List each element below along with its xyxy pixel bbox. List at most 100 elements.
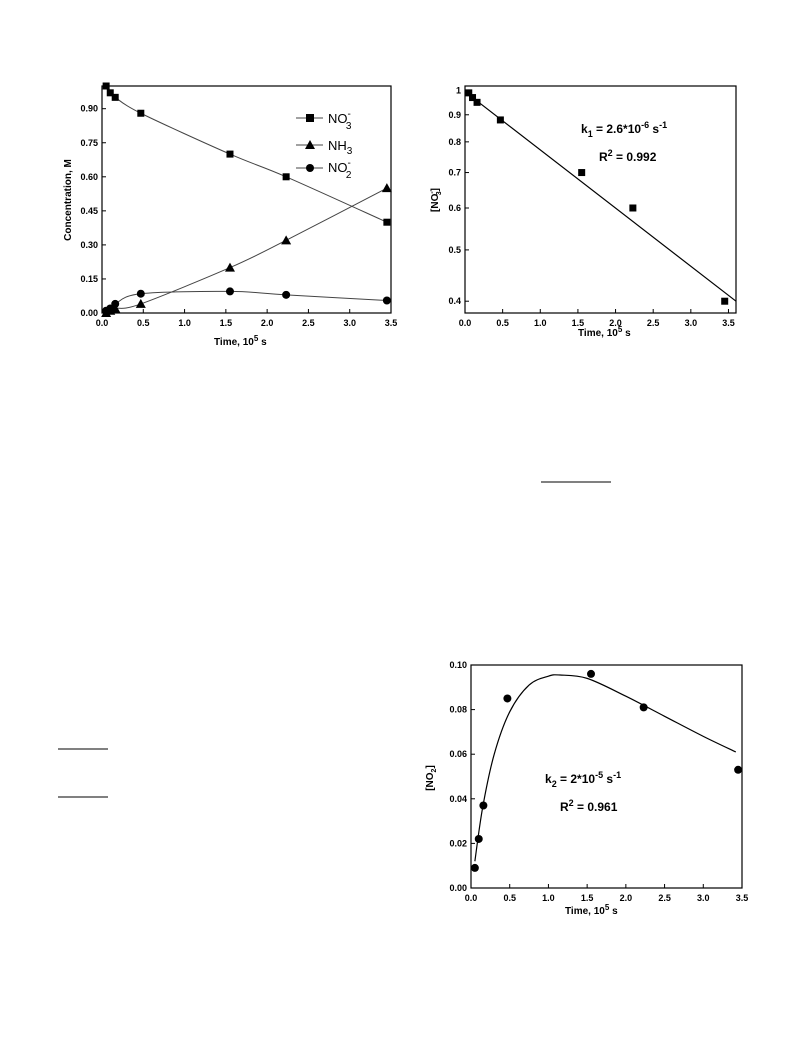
y-tick-label: 0.00 — [80, 308, 98, 318]
x-tick-label: 2.5 — [658, 893, 671, 903]
y-tick-label: 0.02 — [449, 838, 467, 848]
x-tick-label: 1.5 — [220, 318, 233, 328]
y-tick-label: 0.30 — [80, 240, 98, 250]
chart1-legend: NO-3 NH3 NO-2 — [296, 109, 353, 181]
legend-triangle-marker — [305, 140, 315, 149]
y-tick-label: 0.5 — [448, 245, 461, 255]
y-tick-label: 0.9 — [448, 110, 461, 120]
y-tick-label: 0.15 — [80, 274, 98, 284]
y-tick-label: 0.4 — [448, 296, 461, 306]
y-tick-label: 0.08 — [449, 705, 467, 715]
y-tick-label: 0.60 — [80, 172, 98, 182]
legend-item-no2: NO-2 — [296, 158, 352, 181]
x-tick-label: 3.5 — [385, 318, 398, 328]
data-point-square — [469, 94, 477, 102]
x-tick-label: 3.0 — [697, 893, 710, 903]
data-point-square — [111, 93, 119, 101]
series-line — [105, 85, 388, 223]
data-point-circle — [474, 834, 483, 843]
x-tick-label: 1.5 — [581, 893, 594, 903]
data-point-circle — [503, 694, 512, 703]
y-tick-label: 0.04 — [449, 794, 467, 804]
chart2-y-axis-label: [NO-3] — [429, 188, 443, 212]
chart3-x-axis-label: Time, 105 s — [565, 903, 618, 917]
data-point-circle — [111, 299, 120, 308]
y-tick-label: 0.00 — [449, 883, 467, 893]
x-tick-label: 3.5 — [736, 893, 749, 903]
chart1-y-axis-label: Concentration, M — [63, 159, 74, 241]
chart3-y-axis-label: [NO2] — [425, 765, 438, 791]
data-point-circle — [639, 703, 648, 712]
y-tick-label: 1 — [456, 86, 461, 96]
y-tick-label: 0.45 — [80, 206, 98, 216]
legend-item-no3: NO-3 — [296, 109, 352, 132]
data-point-triangle — [135, 298, 146, 308]
chart3-annotation-k2: k2 = 2*10-5 s-1 — [545, 770, 621, 789]
y-tick-label: 0.06 — [449, 749, 467, 759]
y-tick-label: 0.7 — [448, 168, 461, 178]
chart1-x-axis-label: Time, 105 s — [214, 334, 267, 348]
data-point-square — [721, 297, 729, 305]
legend-square-marker — [306, 114, 314, 122]
chart-concentration-vs-time: 0.0 0.5 1.0 1.5 2.0 2.5 3.0 3.5 0.00 0.15 0.30 0.45… — [63, 82, 398, 348]
chart1-frame — [101, 85, 392, 314]
series-line — [105, 187, 388, 314]
data-point-triangle — [224, 262, 235, 272]
data-point-square — [473, 98, 481, 106]
legend-circle-marker — [306, 164, 314, 172]
data-point-square — [137, 109, 145, 117]
chart2-x-axis-label: Time, 105 s — [578, 325, 631, 339]
x-tick-label: 1.0 — [534, 318, 547, 328]
data-point-square — [578, 169, 586, 177]
chart2-annotation-r2: R2 = 0.992 — [599, 148, 657, 164]
x-tick-label: 0.0 — [96, 318, 109, 328]
svg-text:NO-2: NO-2 — [328, 158, 352, 181]
x-tick-label: 0.0 — [465, 893, 478, 903]
x-tick-label: 2.5 — [302, 318, 315, 328]
data-point-square — [383, 218, 391, 226]
chart2-frame — [464, 85, 737, 314]
legend-item-nh3: NH3 — [296, 138, 353, 157]
chart-ln-no3-vs-time: 0.0 0.5 1.0 1.5 2.0 2.5 3.0 3.5 1 0.9 0.8 0.7 0.6 0.5… — [429, 85, 737, 339]
fit-line — [464, 91, 737, 302]
svg-text:NH3: NH3 — [328, 138, 353, 157]
data-point-circle — [470, 863, 479, 872]
x-tick-label: 2.5 — [647, 318, 660, 328]
x-tick-label: 2.0 — [620, 893, 633, 903]
data-point-square — [496, 116, 504, 124]
data-point-square — [102, 82, 110, 90]
x-tick-label: 0.5 — [503, 893, 516, 903]
y-tick-label: 0.90 — [80, 104, 98, 114]
data-point-circle — [382, 296, 391, 305]
x-tick-label: 3.5 — [722, 318, 735, 328]
chart3-annotation-r2: R2 = 0.961 — [560, 798, 618, 814]
fit-curve — [474, 674, 737, 862]
chart3-frame — [470, 664, 743, 889]
y-tick-label: 0.75 — [80, 138, 98, 148]
y-tick-label: 0.6 — [448, 203, 461, 213]
y-tick-label: 0.10 — [449, 660, 467, 670]
y-tick-label: 0.8 — [448, 137, 461, 147]
data-point-square — [465, 89, 473, 97]
x-tick-label: 3.0 — [343, 318, 356, 328]
x-tick-label: 2.0 — [609, 318, 622, 328]
x-tick-label: 0.0 — [459, 318, 472, 328]
data-point-circle — [282, 290, 291, 299]
data-point-square — [106, 89, 114, 97]
data-point-triangle — [281, 235, 292, 245]
svg-text:NO-3: NO-3 — [328, 109, 352, 132]
data-point-circle — [734, 765, 743, 774]
data-point-circle — [479, 801, 488, 810]
data-point-square — [282, 173, 290, 181]
chart-no2-vs-time: 0.0 0.5 1.0 1.5 2.0 2.5 3.0 3.5 0.00 0.02 0.04 0.06… — [425, 660, 748, 917]
x-tick-label: 0.5 — [496, 318, 509, 328]
data-point-circle — [587, 669, 596, 678]
x-tick-label: 0.5 — [137, 318, 150, 328]
data-point-circle — [225, 287, 234, 296]
data-point-square — [226, 150, 234, 158]
x-tick-label: 3.0 — [685, 318, 698, 328]
chart2-annotation-k1: k1 = 2.6*10-6 s-1 — [581, 120, 667, 139]
data-point-circle — [136, 289, 145, 298]
x-tick-label: 1.5 — [572, 318, 585, 328]
